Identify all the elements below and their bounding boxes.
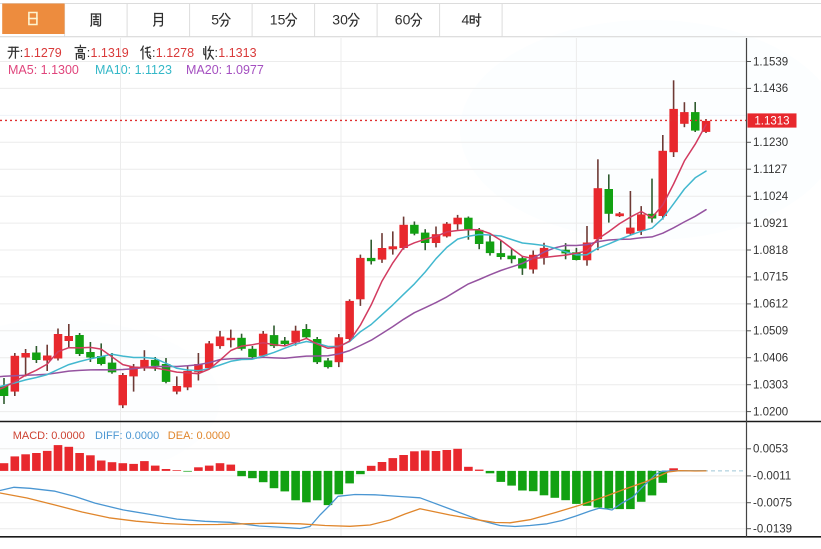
svg-text:1.1313: 1.1313 <box>218 46 256 60</box>
svg-text::: : <box>152 46 155 60</box>
svg-text:5: 5 <box>211 12 219 28</box>
svg-text:1.0921: 1.0921 <box>753 218 788 230</box>
svg-text:1.0509: 1.0509 <box>753 326 788 338</box>
svg-text:1.1279: 1.1279 <box>24 46 62 60</box>
svg-text:30: 30 <box>332 12 348 28</box>
svg-text:4: 4 <box>462 12 470 28</box>
svg-text::: : <box>215 46 218 60</box>
svg-text:1.0303: 1.0303 <box>753 380 788 392</box>
svg-text:60: 60 <box>395 12 411 28</box>
svg-text:-0.0011: -0.0011 <box>753 471 791 483</box>
svg-text:1.1278: 1.1278 <box>156 46 194 60</box>
svg-text:MA10: 1.1123: MA10: 1.1123 <box>95 63 172 77</box>
svg-text:-0.0075: -0.0075 <box>753 498 792 510</box>
svg-text:15: 15 <box>270 12 286 28</box>
svg-text:1.0612: 1.0612 <box>753 299 788 311</box>
svg-text:-0.0139: -0.0139 <box>753 524 792 536</box>
svg-text::: : <box>87 46 90 60</box>
svg-text:1.1313: 1.1313 <box>754 115 789 127</box>
svg-text:DIFF: 0.0000: DIFF: 0.0000 <box>95 430 159 442</box>
svg-text:MACD: 0.0000: MACD: 0.0000 <box>13 430 85 442</box>
svg-text:1.0200: 1.0200 <box>753 406 788 418</box>
svg-text:MA5: 1.1300: MA5: 1.1300 <box>8 63 79 77</box>
svg-text:1.0406: 1.0406 <box>753 353 788 365</box>
svg-text:1.1319: 1.1319 <box>91 46 129 60</box>
svg-text:1.1539: 1.1539 <box>753 56 788 68</box>
svg-text:1.1024: 1.1024 <box>753 191 789 203</box>
svg-text:1.1436: 1.1436 <box>753 83 788 95</box>
svg-text:1.0715: 1.0715 <box>753 272 788 284</box>
svg-text:MA20: 1.0977: MA20: 1.0977 <box>186 63 264 77</box>
svg-text:1.1127: 1.1127 <box>753 164 787 176</box>
svg-text:DEA: 0.0000: DEA: 0.0000 <box>168 430 230 442</box>
svg-text:1.1230: 1.1230 <box>753 137 788 149</box>
svg-text::: : <box>20 46 23 60</box>
svg-text:1.0818: 1.0818 <box>753 245 788 257</box>
svg-text:0.0053: 0.0053 <box>753 444 788 456</box>
